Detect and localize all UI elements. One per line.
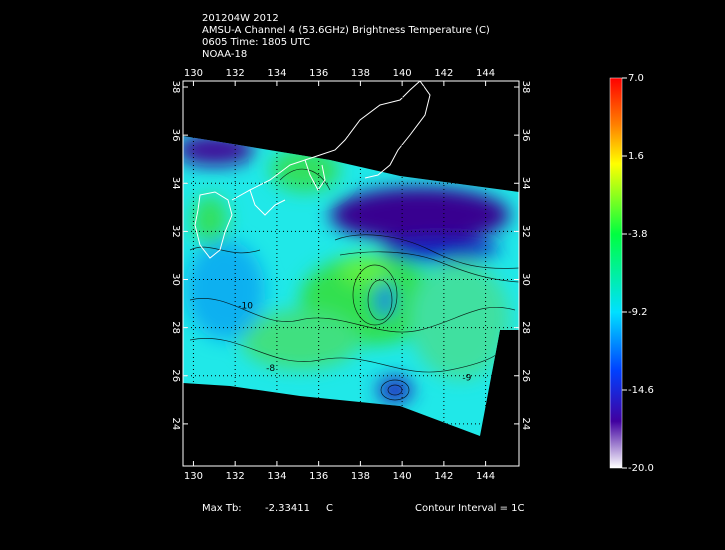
contour-interval: Contour Interval = 1C xyxy=(415,503,525,514)
x-tick-label: 144 xyxy=(476,68,495,79)
max-label: Max Tb: xyxy=(202,503,242,514)
y-tick-label: 38 xyxy=(170,81,181,94)
x-tick-label: 142 xyxy=(434,471,453,482)
colorbar-label: -14.6 xyxy=(628,385,654,396)
title-line: 0605 Time: 1805 UTC xyxy=(202,37,310,48)
y-tick-label: 26 xyxy=(520,369,531,382)
y-tick-label: 36 xyxy=(520,129,531,142)
title-line: AMSU-A Channel 4 (53.6GHz) Brightness Te… xyxy=(202,25,490,36)
colorbar-label: -3.8 xyxy=(628,229,648,240)
colorbar-label: -9.2 xyxy=(628,307,648,318)
x-tick-label: 136 xyxy=(309,471,328,482)
y-tick-label: 30 xyxy=(520,273,531,286)
grid xyxy=(183,81,519,466)
x-tick-label: 130 xyxy=(184,68,203,79)
contour-label: -9 xyxy=(462,374,471,384)
y-tick-label: 28 xyxy=(170,321,181,334)
colorbar-label: 7.0 xyxy=(628,73,644,84)
x-tick-label: 138 xyxy=(351,68,370,79)
x-tick-label: 136 xyxy=(309,68,328,79)
y-tick-label: 24 xyxy=(520,418,531,431)
y-tick-label: 30 xyxy=(170,273,181,286)
y-tick-label: 34 xyxy=(520,177,531,190)
x-tick-label: 130 xyxy=(184,471,203,482)
title-line: NOAA-18 xyxy=(202,49,247,60)
y-tick-label: 24 xyxy=(170,418,181,431)
max-value: -2.33411 xyxy=(265,503,310,514)
x-tick-label: 138 xyxy=(351,471,370,482)
x-tick-label: 142 xyxy=(434,68,453,79)
x-tick-label: 134 xyxy=(267,471,286,482)
map-border xyxy=(182,80,520,467)
contour-label: -10 xyxy=(238,301,253,311)
contour-label: -8 xyxy=(266,364,275,374)
y-tick-label: 34 xyxy=(170,177,181,190)
y-tick-label: 28 xyxy=(520,321,531,334)
max-unit: C xyxy=(326,503,333,514)
y-tick-label: 36 xyxy=(170,129,181,142)
coastline xyxy=(194,81,431,259)
y-tick-label: 32 xyxy=(170,225,181,238)
x-tick-label: 132 xyxy=(226,68,245,79)
colorbar-label: -20.0 xyxy=(628,463,654,474)
swath xyxy=(183,136,519,436)
x-tick-label: 134 xyxy=(267,68,286,79)
x-tick-label: 132 xyxy=(226,471,245,482)
x-tick-label: 140 xyxy=(393,68,412,79)
colorbar-label: 1.6 xyxy=(628,151,644,162)
x-tick-label: 140 xyxy=(393,471,412,482)
x-tick-label: 144 xyxy=(476,471,495,482)
colorbar xyxy=(609,77,623,469)
y-tick-label: 38 xyxy=(520,81,531,94)
y-tick-label: 26 xyxy=(170,369,181,382)
title-line: 201204W 2012 xyxy=(202,13,279,24)
y-tick-label: 32 xyxy=(520,225,531,238)
